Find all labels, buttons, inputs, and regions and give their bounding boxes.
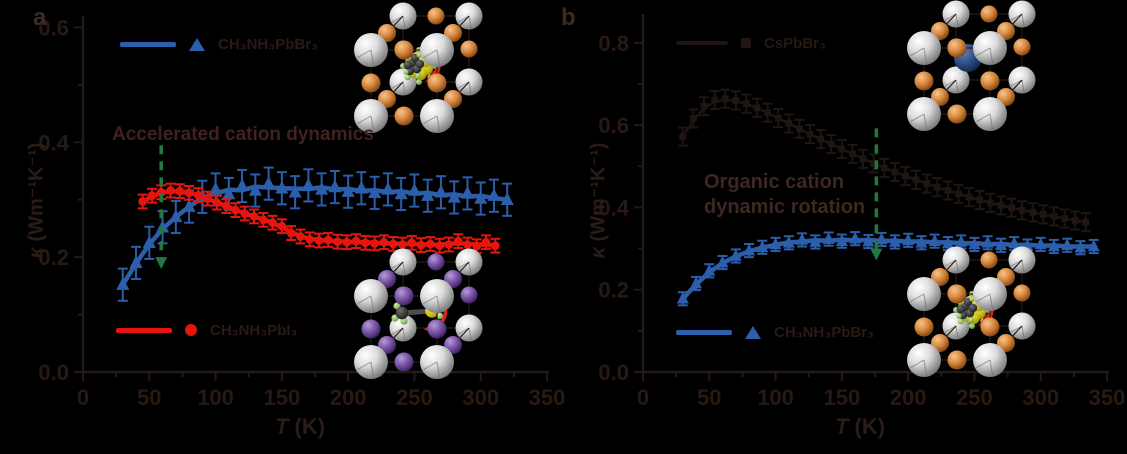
y-tick-label: 0.8 — [598, 31, 629, 56]
y-tick-label: 0.2 — [38, 245, 69, 270]
halide-atom — [394, 106, 414, 126]
series-CsPbBr₃ — [677, 88, 1091, 233]
markers-triangle — [676, 231, 1100, 304]
y-tick-label: 0.4 — [38, 130, 69, 155]
x-tick-label: 150 — [823, 385, 860, 410]
halide-atom — [427, 253, 445, 271]
x-tick-label: 350 — [529, 385, 566, 410]
x-tick-label: 300 — [1022, 385, 1059, 410]
legend-mapbbr3-a: CH₃NH₃PbBr₃ — [120, 34, 318, 54]
ticks — [634, 41, 1108, 381]
y-axis-label-a: κ (Wm⁻¹K⁻¹) — [25, 142, 48, 259]
legend-label: CH₃NH₃PbBr₃ — [218, 35, 318, 53]
legend-marker-circle — [185, 324, 197, 336]
halide-atom — [947, 350, 967, 370]
halide-atom — [914, 317, 934, 337]
halide-atom — [980, 71, 1000, 91]
legend-marker-square — [741, 38, 751, 48]
series-CH₃NH₃PbBr₃ — [116, 166, 514, 302]
halide-atom — [980, 251, 998, 269]
legend-cspbbr3-b: CsPbBr₃ — [676, 33, 826, 53]
legend-line-swatch — [676, 329, 732, 335]
halide-atom — [427, 73, 447, 93]
x-axis-label-a: T (K) — [274, 414, 326, 439]
halide-atom — [980, 317, 1000, 337]
x-tick-label: 0 — [637, 385, 649, 410]
x-tick-label: 50 — [697, 385, 721, 410]
y-tick-label: 0.0 — [38, 360, 69, 385]
annotation-accelerated-cation-dynamics: Accelerated cation dynamics — [112, 124, 374, 145]
halide-atom — [460, 40, 478, 58]
legend-line-swatch — [120, 41, 176, 47]
legend-mapbi3-a: CH₃NH₃PbI₃ — [116, 320, 297, 340]
halide-atom — [427, 319, 447, 339]
inset-perovskite-cell-ordered-cation — [354, 248, 483, 379]
panel-label-b: b — [561, 4, 576, 31]
series-CH₃NH₃PbBr₃ — [676, 231, 1100, 307]
halide-atom — [947, 38, 967, 58]
halide-atom — [1013, 284, 1031, 302]
legend-line-swatch — [676, 41, 728, 45]
panel-a: 0 50 100 150 200 250 300 350 0.0 0.2 0.4 0.6 — [38, 2, 566, 410]
legend-label: CH₃NH₃PbBr₃ — [774, 323, 874, 341]
x-tick-label: 50 — [137, 385, 161, 410]
y-tick-label: 0.4 — [598, 195, 629, 220]
inset-perovskite-cell-cs-atom — [907, 0, 1036, 131]
legend-mapbbr3-b: CH₃NH₃PbBr₃ — [676, 322, 874, 342]
halide-atom — [460, 286, 478, 304]
y-axis-label-b: κ (Wm⁻¹K⁻¹) — [587, 142, 610, 259]
carbon-atom — [395, 306, 409, 320]
x-axis-label-b: T (K) — [834, 414, 886, 439]
markers-circle — [138, 186, 500, 251]
halide-atom — [394, 352, 414, 372]
y-tick-label: 0.6 — [598, 113, 629, 138]
x-tick-label: 200 — [330, 385, 367, 410]
x-tick-label: 350 — [1089, 385, 1126, 410]
x-tick-label: 250 — [956, 385, 993, 410]
x-tick-label: 150 — [263, 385, 300, 410]
legend-label: CH₃NH₃PbI₃ — [210, 321, 298, 339]
series-CH₃NH₃PbI₃ — [137, 182, 501, 255]
halide-atom — [980, 5, 998, 23]
annotation-organic-cation-dynamic-rotation: Organic cation dynamic rotation — [704, 171, 866, 218]
legend-line-swatch — [116, 327, 172, 333]
halide-atom — [394, 286, 414, 306]
halide-atom — [914, 71, 934, 91]
halide-atom — [947, 104, 967, 124]
halide-atom — [361, 73, 381, 93]
y-tick-label: 0.2 — [598, 278, 629, 303]
halide-atom — [1013, 38, 1031, 56]
halide-atom — [427, 7, 445, 25]
markers-square — [679, 95, 1090, 226]
x-tick-label: 300 — [462, 385, 499, 410]
legend-marker-triangle — [189, 37, 205, 51]
legend-label: CsPbBr₃ — [764, 34, 826, 52]
inset-perovskite-cell-rotating-cation — [907, 246, 1036, 377]
x-tick-label: 200 — [890, 385, 927, 410]
x-tick-label: 250 — [396, 385, 433, 410]
panel-b: 0 50 100 150 200 250 300 350 0.0 0.2 0.4 0.6 0.8 — [598, 0, 1126, 410]
halide-atom — [361, 319, 381, 339]
error-bars — [117, 166, 513, 302]
x-tick-label: 0 — [77, 385, 89, 410]
x-tick-label: 100 — [757, 385, 794, 410]
x-tick-label: 100 — [197, 385, 234, 410]
y-tick-label: 0.0 — [598, 360, 629, 385]
inset-perovskite-cell-rotating-cation — [354, 2, 483, 133]
halide-atom — [947, 284, 967, 304]
legend-marker-triangle — [745, 325, 761, 339]
y-tick-label: 0.6 — [38, 15, 69, 40]
panel-label-a: a — [33, 4, 47, 31]
halide-atom — [394, 40, 414, 60]
